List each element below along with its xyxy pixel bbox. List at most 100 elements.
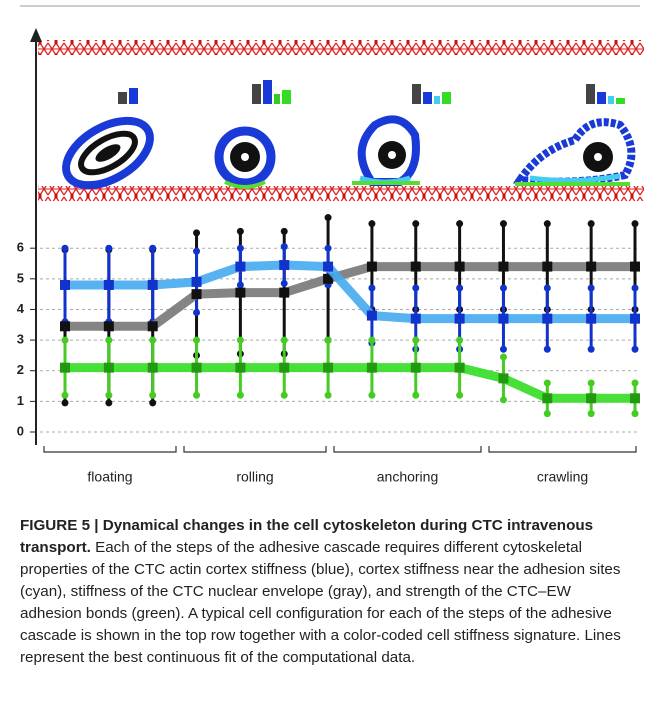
stage-label: floating [87, 469, 132, 485]
error-cap [456, 337, 463, 344]
error-cap [62, 245, 69, 252]
error-cap [544, 379, 551, 386]
marker [542, 262, 552, 272]
error-cap [237, 337, 244, 344]
cell-floating [55, 107, 161, 198]
error-cap [456, 392, 463, 399]
marker [367, 311, 377, 321]
error-cap [105, 337, 112, 344]
stage-label: crawling [537, 469, 588, 485]
marker [148, 280, 158, 290]
error-cap [412, 337, 419, 344]
marker [279, 288, 289, 298]
error-cap [149, 337, 156, 344]
error-cap [412, 285, 419, 292]
marker [630, 393, 640, 403]
error-cap [281, 228, 288, 235]
error-cap [62, 399, 69, 406]
error-cap [105, 399, 112, 406]
marker [192, 277, 202, 287]
error-cap [193, 337, 200, 344]
marker [148, 321, 158, 331]
marker [323, 262, 333, 272]
error-cap [368, 285, 375, 292]
marker [411, 363, 421, 373]
error-cap [632, 379, 639, 386]
error-cap [632, 285, 639, 292]
marker [235, 262, 245, 272]
marker [148, 363, 158, 373]
marker [455, 314, 465, 324]
error-cap [281, 243, 288, 250]
error-cap [62, 392, 69, 399]
error-cap [149, 245, 156, 252]
marker [104, 280, 114, 290]
error-cap [500, 353, 507, 360]
y-tick-label: 0 [17, 423, 24, 438]
error-cap [632, 410, 639, 417]
caption: FIGURE 5 | Dynamical changes in the cell… [20, 515, 636, 669]
vessel-wall [38, 186, 644, 201]
marker [630, 314, 640, 324]
marker [192, 289, 202, 299]
error-cap [588, 410, 595, 417]
error-cap [193, 392, 200, 399]
marker [60, 280, 70, 290]
marker [279, 363, 289, 373]
cell-crawling [515, 122, 631, 184]
marker [586, 393, 596, 403]
error-cap [62, 337, 69, 344]
marker [367, 363, 377, 373]
error-cap [193, 248, 200, 255]
vessel-wall [38, 40, 644, 55]
y-tick-label: 4 [17, 301, 25, 316]
error-cap [368, 337, 375, 344]
error-cap [237, 245, 244, 252]
marker [60, 321, 70, 331]
error-cap [325, 392, 332, 399]
error-cap [588, 346, 595, 353]
stage-bracket [44, 446, 176, 452]
error-cap [149, 399, 156, 406]
marker [586, 314, 596, 324]
error-cap [149, 392, 156, 399]
stage-bracket [334, 446, 481, 452]
error-cap [544, 285, 551, 292]
error-cap [281, 280, 288, 287]
marker [630, 262, 640, 272]
error-cap [325, 337, 332, 344]
error-cap [456, 220, 463, 227]
error-cap [500, 396, 507, 403]
error-cap [500, 346, 507, 353]
error-cap [412, 220, 419, 227]
marker [192, 363, 202, 373]
error-cap [632, 220, 639, 227]
marker [498, 262, 508, 272]
marker [104, 321, 114, 331]
error-cap [412, 392, 419, 399]
marker [411, 262, 421, 272]
error-cap [105, 245, 112, 252]
y-tick-label: 2 [17, 362, 24, 377]
y-tick-label: 5 [17, 270, 24, 285]
error-cap [368, 392, 375, 399]
page: {"chart_data": {"type": "line", "categor… [0, 0, 652, 723]
error-cap [237, 281, 244, 288]
y-tick-label: 1 [17, 393, 24, 408]
error-cap [237, 392, 244, 399]
error-cap [281, 392, 288, 399]
marker [498, 373, 508, 383]
error-cap [588, 220, 595, 227]
y-tick-label: 3 [17, 332, 24, 347]
stage-label: rolling [236, 469, 273, 485]
marker [104, 363, 114, 373]
error-cap [588, 379, 595, 386]
marker [235, 288, 245, 298]
error-cap [544, 410, 551, 417]
stage-label: anchoring [377, 469, 439, 485]
marker [323, 363, 333, 373]
marker [498, 314, 508, 324]
error-cap [193, 309, 200, 316]
marker [279, 260, 289, 270]
